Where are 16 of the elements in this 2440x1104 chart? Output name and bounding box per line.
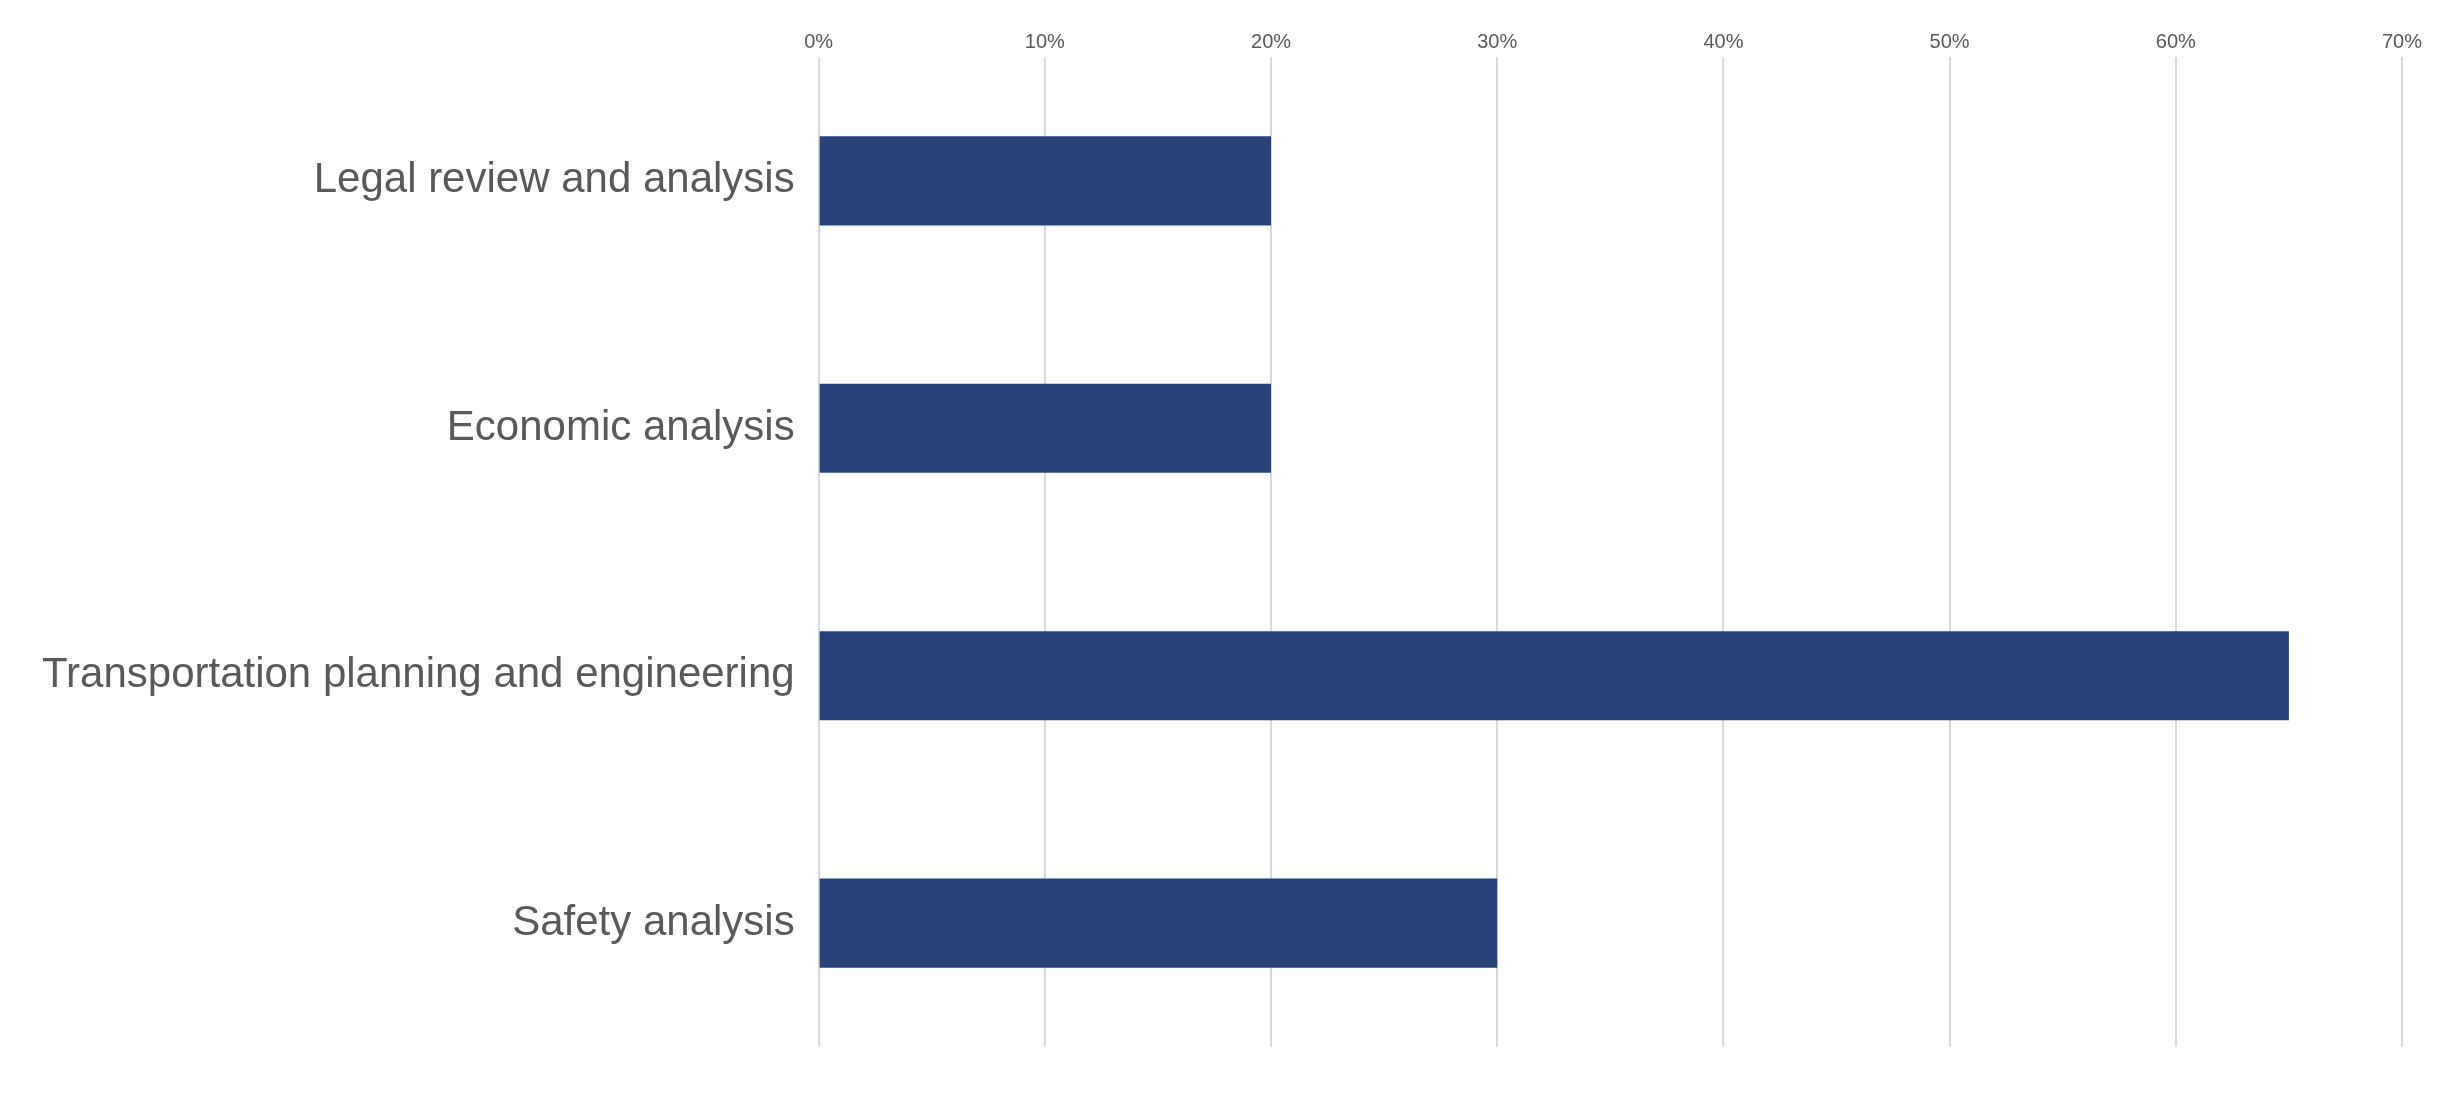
y-tick-label: Safety analysis [512, 896, 795, 944]
x-tick-label: 30% [1477, 29, 1518, 52]
x-tick-label: 70% [2381, 29, 2423, 52]
bar [819, 878, 1498, 968]
y-tick-label: Transportation planning and engineering [41, 649, 795, 697]
y-tick-label: Legal review and analysis [313, 154, 795, 202]
x-tick-label: 0% [804, 29, 834, 52]
y-tick-label: Economic analysis [446, 401, 795, 449]
bar [819, 136, 1272, 226]
x-tick-label: 40% [1703, 29, 1744, 52]
bar [819, 631, 2289, 721]
x-tick-label: 50% [1929, 29, 1970, 52]
x-tick-label: 10% [1024, 29, 1066, 52]
x-tick-label: 20% [1251, 29, 1292, 52]
bar [819, 383, 1272, 473]
x-tick-label: 60% [2155, 29, 2197, 52]
